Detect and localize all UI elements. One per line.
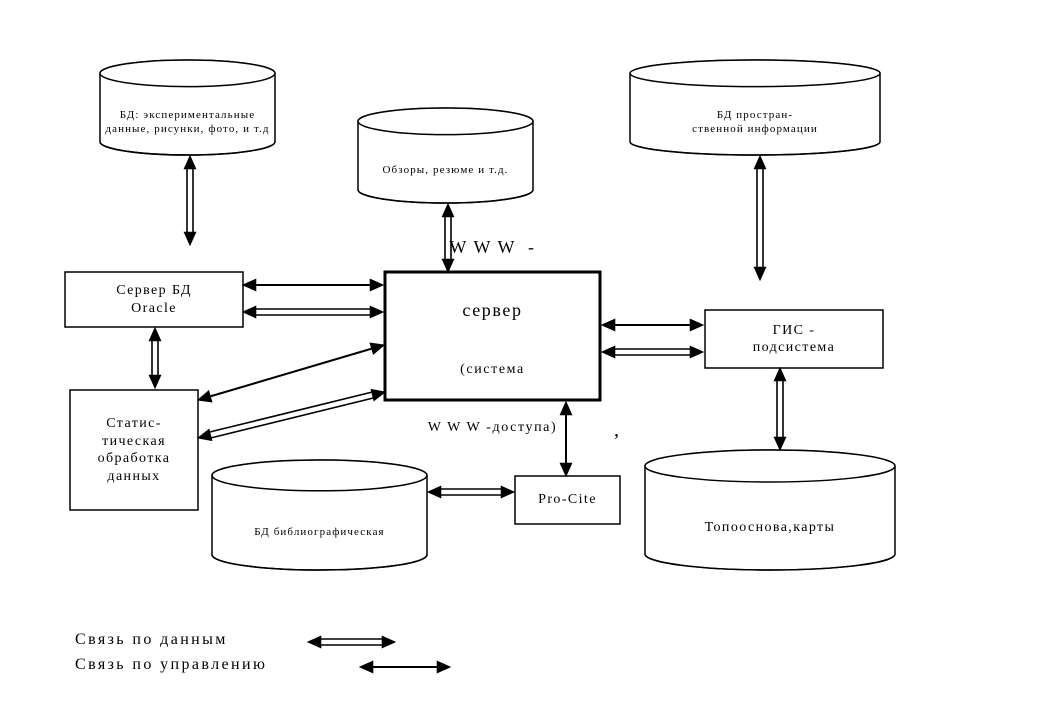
- diagram-stage: , БД: экспериментальные данные, рисунки,…: [0, 0, 1039, 719]
- node-label-cyl_topo: Топооснова,карты: [645, 486, 895, 570]
- node-label-box_procite: Pro-Cite: [515, 476, 620, 524]
- node-label-box_stat: Статис- тическая обработка данных: [70, 390, 198, 510]
- node-label-cyl_obz: Обзоры, резюме и т.д.: [358, 139, 533, 203]
- node-label-box_gis: ГИС - подсистема: [705, 310, 883, 368]
- legend-label-0: Связь по данным: [75, 630, 228, 650]
- node-label-cyl_exp: БД: экспериментальные данные, рисунки, ф…: [100, 91, 275, 155]
- legend-label-1: Связь по управлению: [75, 655, 267, 675]
- stray-comma: ,: [614, 418, 621, 443]
- node-label-box_www: W W W - сервер (система W W W -доступа): [385, 272, 600, 400]
- node-label-box_oracle: Сервер БД Oracle: [65, 272, 243, 327]
- node-label-cyl_bibl: БД библиографическая: [212, 495, 427, 570]
- node-label-cyl_prost: БД простран- ственной информации: [630, 91, 880, 155]
